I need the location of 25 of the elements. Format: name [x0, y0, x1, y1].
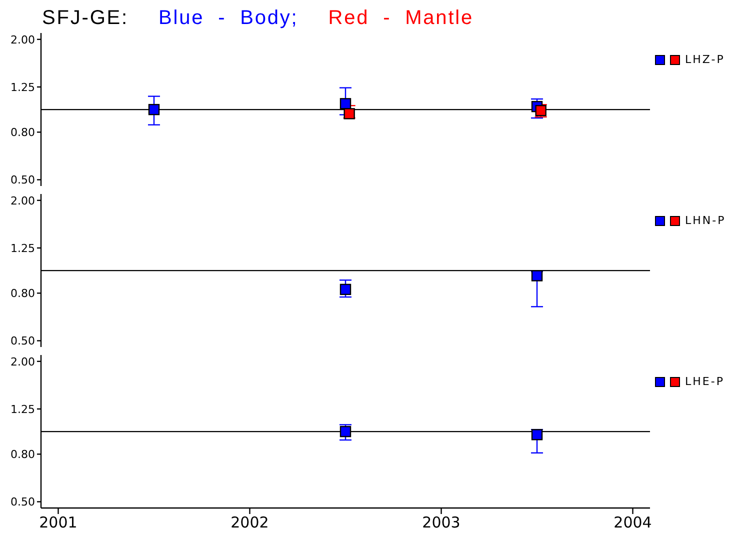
- x-tick-label: 2001: [39, 514, 78, 532]
- chart-title: SFJ-GE:: [42, 7, 128, 29]
- text: LHN-P: [685, 214, 726, 227]
- text: LHZ-P: [685, 53, 725, 66]
- y-tick-label: 2.00: [10, 194, 35, 208]
- point: [148, 104, 160, 116]
- y-tick-label: 1.25: [10, 242, 35, 255]
- y-tick-label: 0.80: [10, 287, 35, 300]
- x-tick-label: 2003: [422, 514, 460, 532]
- text: LHE-P: [685, 375, 724, 388]
- y-tick-label: 0.50: [10, 334, 35, 348]
- point: [340, 98, 352, 110]
- y-tick-label: 0.50: [10, 174, 35, 187]
- y-tick-label: 0.50: [10, 496, 35, 509]
- y-tick-label: 1.25: [10, 80, 35, 94]
- y-tick-label: 2.00: [10, 33, 35, 46]
- text: Blue - Body;: [158, 7, 298, 29]
- text: Red - Mantle: [328, 7, 474, 29]
- point: [344, 108, 355, 120]
- x-tick-label: 2004: [614, 514, 652, 532]
- y-tick-label: 1.25: [10, 402, 35, 416]
- y-tick-label: 0.80: [10, 448, 35, 462]
- y-tick-label: 2.00: [10, 355, 35, 368]
- x-tick-label: 2002: [230, 514, 269, 532]
- y-tick-label: 0.80: [10, 126, 35, 140]
